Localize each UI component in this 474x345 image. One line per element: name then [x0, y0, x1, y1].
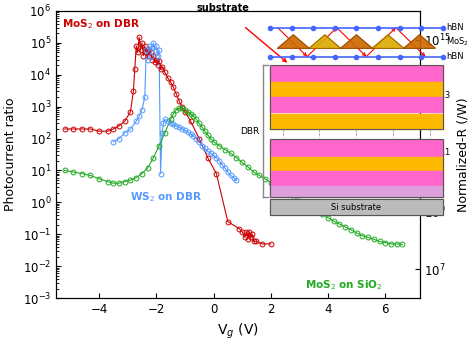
Text: MoS$_2$ on SiO$_2$: MoS$_2$ on SiO$_2$ [305, 278, 383, 292]
Text: DBR: DBR [240, 127, 259, 136]
Text: WS$_2$ on DBR: WS$_2$ on DBR [130, 190, 202, 204]
Polygon shape [372, 35, 404, 48]
Bar [270, 199, 443, 215]
Text: MoS$_2$: MoS$_2$ [447, 36, 469, 48]
Bar [270, 66, 443, 81]
Bar [270, 139, 443, 197]
Text: hBN: hBN [447, 52, 464, 61]
Text: MoS$_2$ on DBR: MoS$_2$ on DBR [62, 18, 140, 31]
Y-axis label: Photocurrent ratio: Photocurrent ratio [4, 98, 17, 211]
Text: hBN: hBN [447, 23, 464, 32]
Bar [270, 157, 443, 170]
Text: Multiple reflections
from DBR
substrate: Multiple reflections from DBR substrate [196, 0, 304, 13]
Bar [270, 114, 443, 129]
Bar [270, 199, 443, 215]
Bar [270, 186, 443, 197]
X-axis label: V$_g$ (V): V$_g$ (V) [217, 322, 259, 341]
Bar [270, 82, 443, 96]
Bar [270, 140, 443, 156]
Polygon shape [278, 35, 309, 48]
Bar [270, 171, 443, 185]
Y-axis label: Normalized-R (/W): Normalized-R (/W) [457, 97, 470, 212]
Polygon shape [309, 35, 341, 48]
Polygon shape [341, 35, 372, 48]
Polygon shape [404, 35, 435, 48]
Bar [270, 97, 443, 112]
Text: Si substrate: Si substrate [331, 203, 382, 212]
Bar [270, 65, 443, 129]
